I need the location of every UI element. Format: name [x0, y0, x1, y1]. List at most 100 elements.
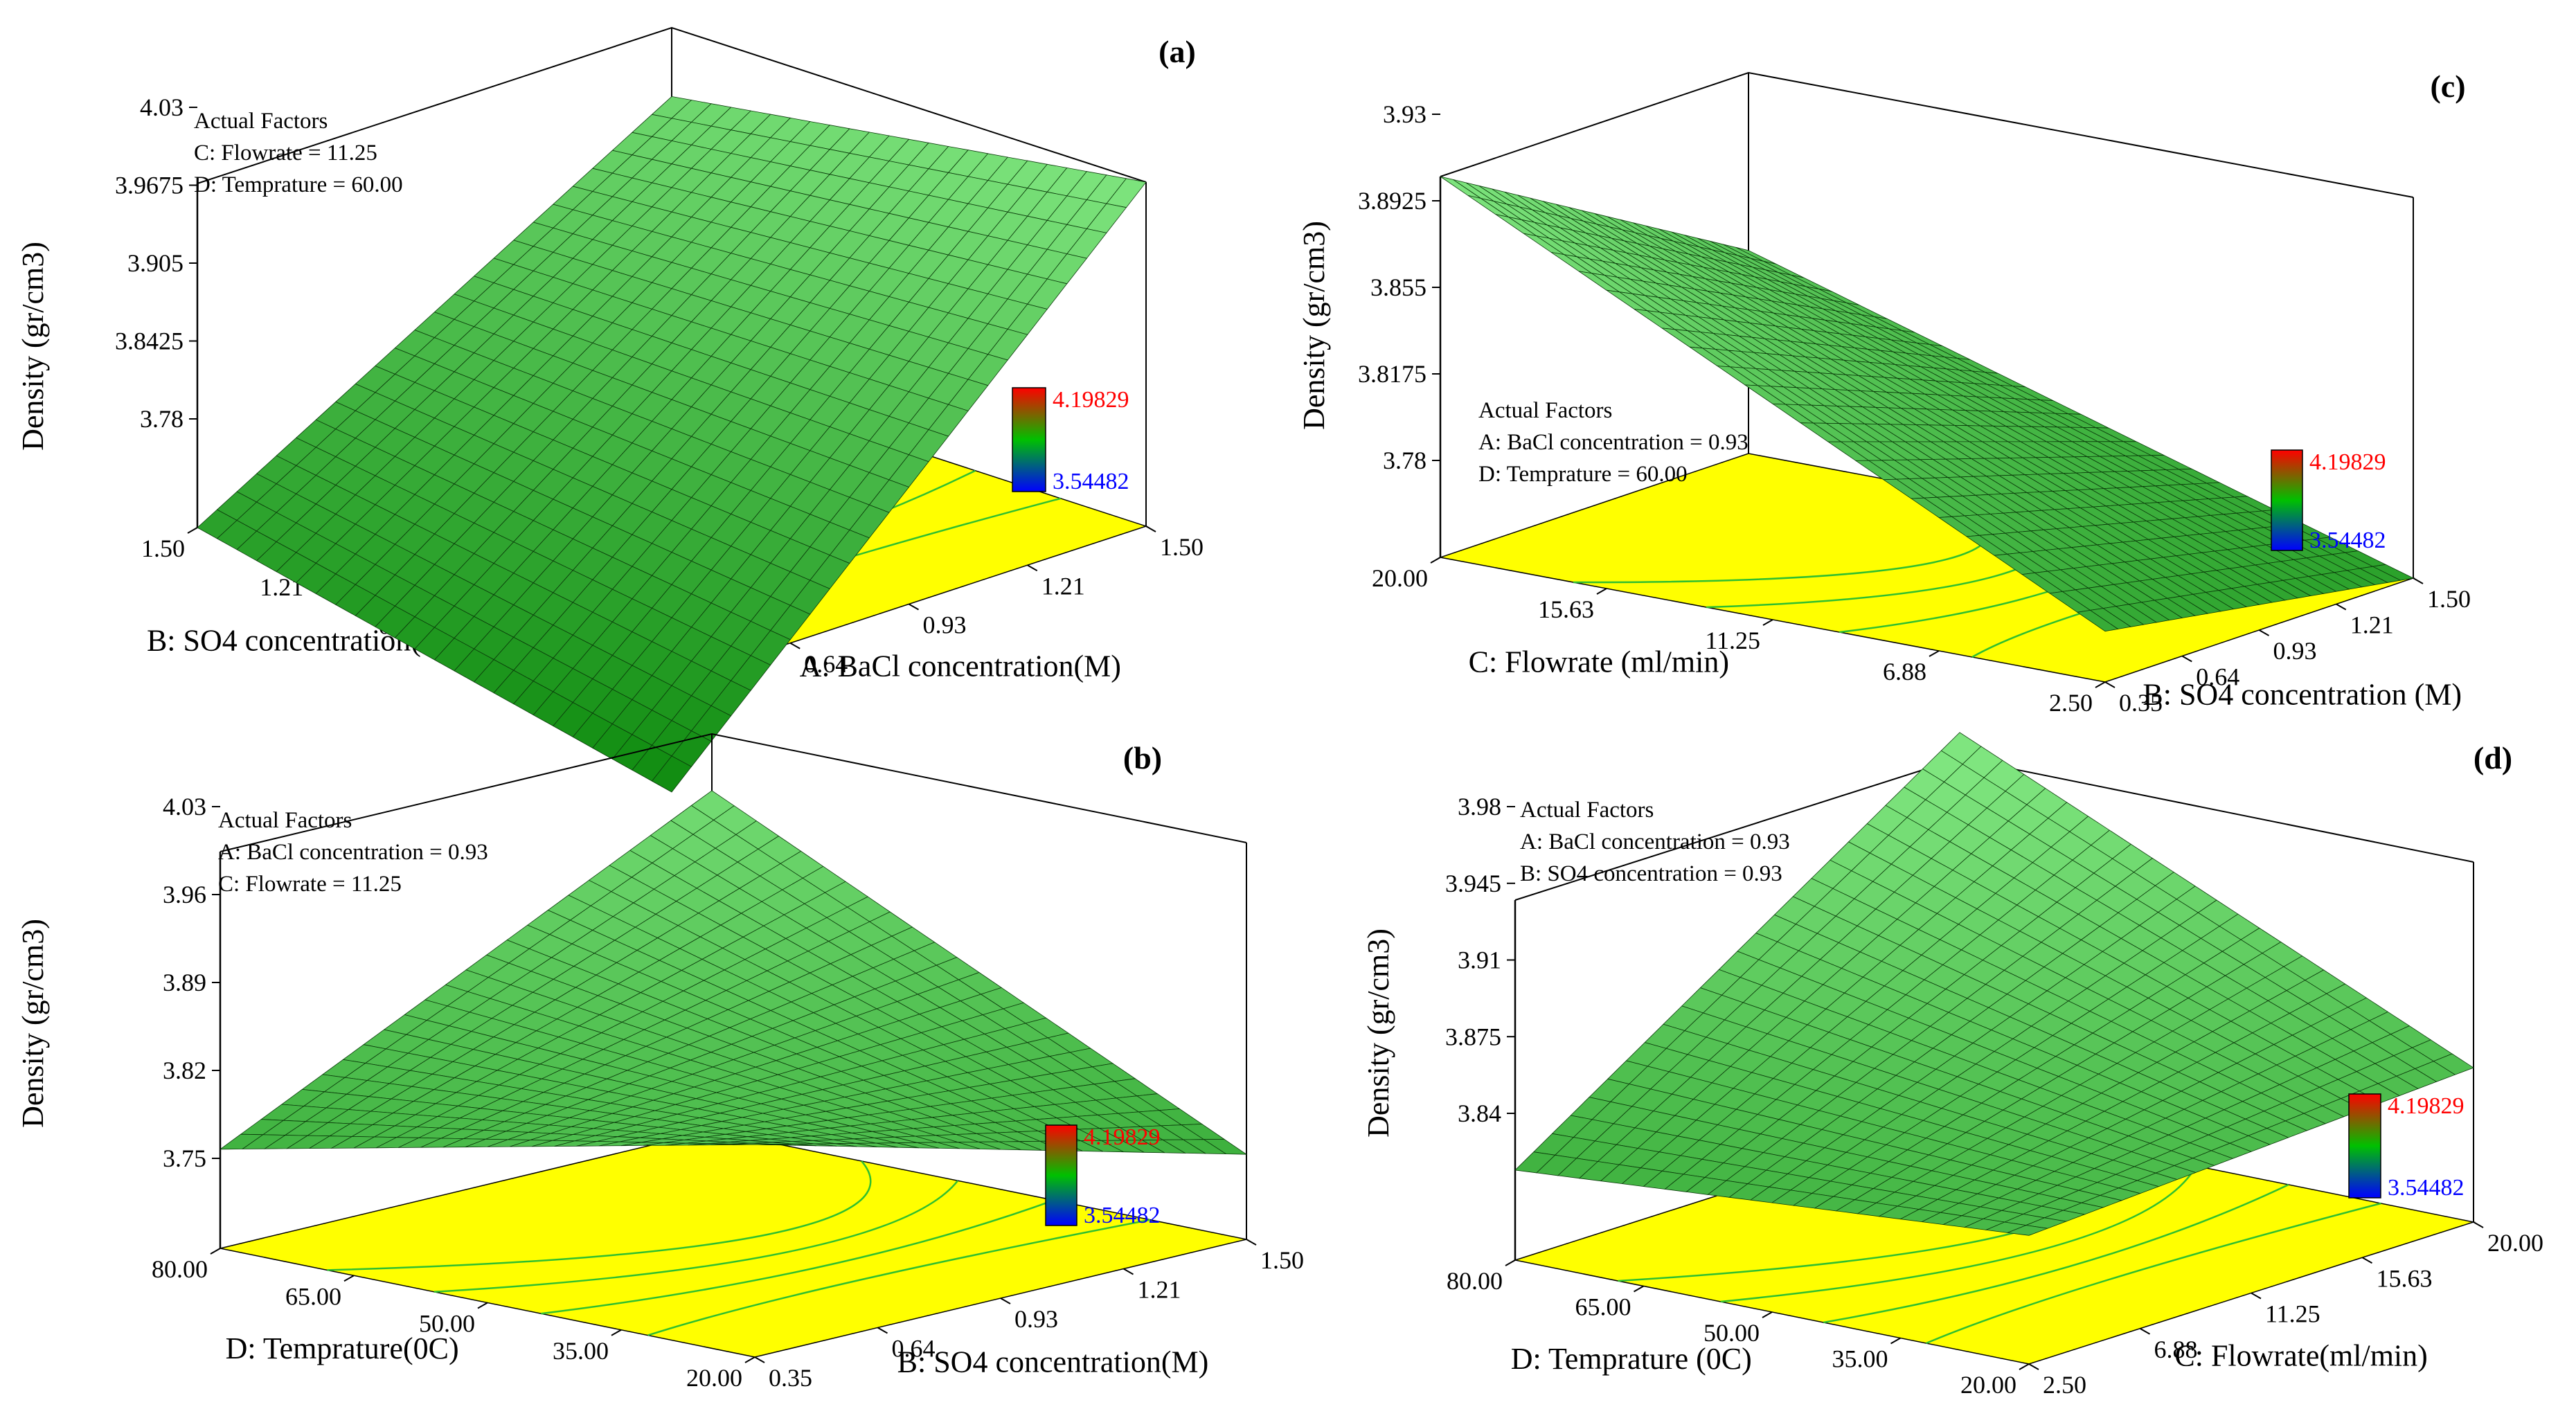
- z-tick-label: 3.945: [1445, 870, 1501, 897]
- z-tick-label: 3.78: [1383, 447, 1426, 474]
- x-tick-mark: [210, 1248, 221, 1255]
- top-edges: [197, 26, 1147, 184]
- floor-contour: [647, 1219, 1151, 1336]
- z-tick-label: 3.8175: [1358, 360, 1426, 388]
- colorbar-max-label: 4.19829: [1053, 387, 1129, 413]
- response-surface: [219, 790, 1248, 1155]
- colorbar-min-label: 3.54482: [1053, 469, 1129, 494]
- y-tick-mark: [2181, 655, 2192, 663]
- x-tick-label: 35.00: [553, 1337, 609, 1365]
- y-tick-label: 1.21: [1041, 572, 1085, 600]
- x-tick-label: 50.00: [1703, 1319, 1760, 1347]
- y-tick-label: 0.64: [804, 650, 848, 678]
- panel-c: 20.00 15.63 11.25 6.88 2.50 0.35 0.64 0.93 1.21 1…: [1297, 69, 2471, 717]
- z-tick-label: 3.9675: [115, 172, 184, 199]
- y-tick-mark: [2140, 1327, 2150, 1335]
- actual-factors-title: Actual Factors: [1478, 398, 1612, 423]
- floor-contour: [1926, 1202, 2381, 1345]
- y-tick-label: 20.00: [2487, 1229, 2543, 1257]
- y-axis-title: B: SO4 concentration(M): [897, 1345, 1209, 1379]
- x-tick-label: 20.00: [1372, 564, 1428, 592]
- y-tick-label: 11.25: [2265, 1300, 2320, 1328]
- y-tick-label: 2.50: [2043, 1371, 2086, 1399]
- floor-contour: [1823, 1183, 2289, 1324]
- y-tick-mark: [789, 642, 800, 649]
- x-tick-label: 80.00: [152, 1255, 208, 1283]
- colorbar-max-label: 4.19829: [2309, 449, 2386, 475]
- y-tick-mark: [1246, 1239, 1257, 1246]
- x-tick-mark: [187, 527, 198, 534]
- y-tick-label: 15.63: [2377, 1264, 2433, 1292]
- panel-label: (c): [2430, 69, 2465, 104]
- z-tick-label: 3.84: [1458, 1100, 1501, 1127]
- y-tick-mark: [1123, 1268, 1134, 1275]
- y-tick-mark: [2028, 1363, 2039, 1370]
- x-tick-mark: [1762, 1311, 1773, 1318]
- floor-contour: [541, 1199, 1055, 1315]
- panel-label: (d): [2474, 740, 2512, 775]
- panel-label: (a): [1159, 34, 1196, 69]
- y-tick-mark: [2362, 1257, 2372, 1264]
- floor-contour: [433, 1180, 959, 1293]
- colorbar-max-label: 4.19829: [2388, 1093, 2465, 1119]
- y-tick-label: 1.21: [1138, 1276, 1181, 1304]
- z-tick-label: 3.75: [163, 1145, 206, 1172]
- y-tick-mark: [2259, 629, 2269, 636]
- y-tick-label: 1.50: [2427, 585, 2471, 613]
- panel-label: (b): [1123, 740, 1162, 775]
- y-tick-mark: [1145, 526, 1156, 532]
- y-tick-label: 6.88: [2154, 1336, 2198, 1363]
- y-tick-label: 0.64: [2196, 663, 2239, 691]
- y-tick-mark: [877, 1327, 888, 1334]
- x-tick-label: 1.50: [141, 535, 185, 562]
- z-tick-label: 3.82: [163, 1057, 206, 1084]
- colorbar: [1045, 1124, 1077, 1226]
- actual-factor: D: Temprature = 60.00: [194, 172, 403, 197]
- actual-factor: B: SO4 concentration = 0.93: [1520, 861, 1782, 886]
- panel-a: 1.501.210.930.640.350.350.640.931.211.50…: [16, 26, 1204, 793]
- response-surface: [1514, 732, 2474, 1236]
- y-tick-label: 0.93: [923, 611, 967, 639]
- x-tick-mark: [1762, 619, 1773, 626]
- actual-factor: A: BaCl concentration = 0.93: [218, 840, 488, 865]
- response-surface: [1440, 176, 2415, 632]
- z-axis-title: Density (gr/cm3): [16, 919, 50, 1128]
- x-tick-mark: [1430, 557, 1441, 564]
- x-tick-label: 15.63: [1538, 595, 1594, 623]
- y-tick-mark: [1027, 564, 1038, 572]
- y-tick-label: 0.35: [2119, 689, 2163, 717]
- y-tick-mark: [2413, 577, 2424, 584]
- colorbar: [2271, 449, 2303, 551]
- y-tick-label: 0.64: [892, 1335, 936, 1363]
- x-tick-label: 65.00: [285, 1282, 341, 1310]
- y-tick-label: 1.21: [2350, 611, 2394, 639]
- y-tick-mark: [2473, 1221, 2484, 1228]
- z-tick-label: 3.8425: [115, 327, 184, 355]
- actual-factors-title: Actual Factors: [1520, 798, 1654, 823]
- y-tick-label: 0.93: [1014, 1305, 1058, 1333]
- z-tick-label: 4.03: [163, 793, 206, 820]
- x-axis-title: C: Flowrate (ml/min): [1469, 645, 1729, 679]
- floor-plane: [1438, 453, 2415, 683]
- floor-contour: [327, 1160, 872, 1271]
- actual-factors-title: Actual Factors: [194, 109, 328, 134]
- y-tick-mark: [754, 1356, 765, 1363]
- x-tick-mark: [1890, 1337, 1901, 1345]
- x-tick-label: 65.00: [1575, 1293, 1631, 1321]
- z-tick-label: 3.89: [163, 969, 206, 996]
- actual-factor: D: Temprature = 60.00: [1478, 462, 1688, 487]
- surface-cell: [651, 755, 692, 793]
- actual-factor: C: Flowrate = 11.25: [194, 141, 377, 165]
- x-tick-label: 6.88: [1883, 658, 1926, 685]
- x-tick-label: 2.50: [2049, 689, 2093, 717]
- y-axis-title: C: Flowrate(ml/min): [2174, 1338, 2427, 1372]
- y-tick-label: 1.50: [1160, 533, 1204, 561]
- colorbar-min-label: 3.54482: [2388, 1175, 2465, 1201]
- z-tick-label: 3.91: [1458, 946, 1501, 974]
- colorbar-max-label: 4.19829: [1084, 1124, 1161, 1150]
- z-tick-label: 4.03: [140, 93, 184, 121]
- colorbar: [2348, 1093, 2381, 1199]
- x-tick-mark: [477, 1302, 488, 1309]
- x-tick-mark: [744, 1356, 755, 1363]
